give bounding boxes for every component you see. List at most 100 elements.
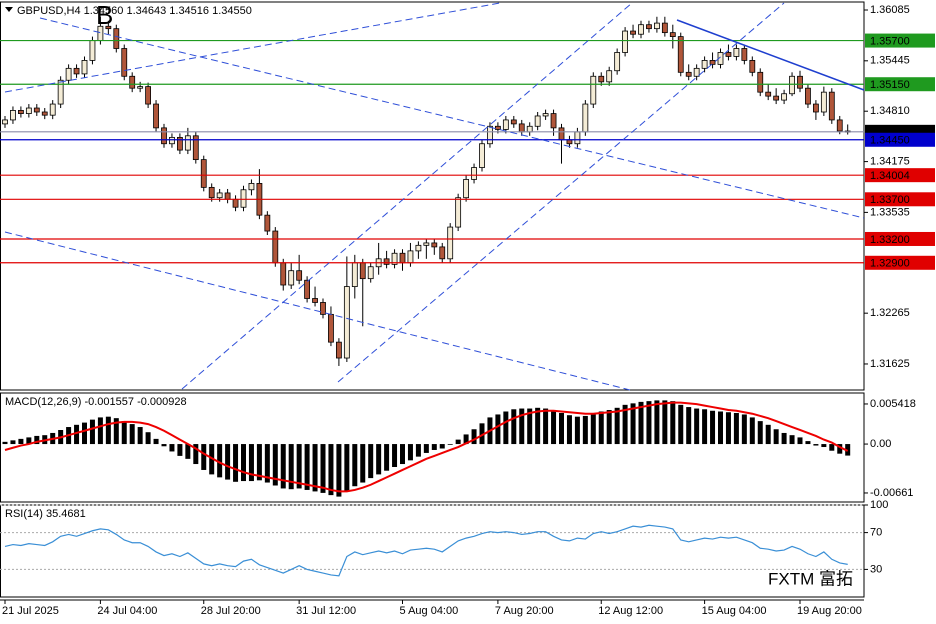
candle-body [494, 125, 501, 130]
macd-bar [535, 407, 541, 445]
candle-body [280, 262, 287, 286]
macd-bar [352, 444, 358, 487]
x-tick-label: 12 Aug 12:00 [598, 605, 663, 617]
macd-bar [439, 444, 445, 449]
macd-bar [415, 444, 421, 457]
y-tick-label: 1.34810 [870, 105, 910, 117]
rsi-line [4, 524, 848, 577]
macd-bar [702, 409, 708, 445]
y-tick-label: 30 [870, 563, 882, 575]
macd-bar [694, 408, 700, 445]
level-label-box [865, 255, 935, 270]
candle-body [224, 192, 231, 200]
candle-body [33, 107, 40, 113]
level-label-box [865, 168, 935, 183]
channel-line [337, 2, 785, 383]
candle-body [383, 258, 390, 265]
candle-body [733, 48, 740, 57]
candle-body [312, 298, 318, 303]
macd-bar [248, 444, 254, 482]
macd-bar [821, 444, 827, 448]
candle-body [57, 79, 64, 105]
macd-bar [400, 444, 405, 465]
macd-bar [718, 411, 723, 445]
candle-body [582, 103, 589, 133]
macd-bar [511, 409, 517, 445]
macd-bar [757, 421, 763, 445]
macd-bar [360, 444, 366, 483]
candle-body [343, 286, 350, 359]
candle-body [248, 183, 255, 191]
macd-bar [105, 416, 111, 445]
panel-title: MACD(12,26,9) -0.001557 -0.000928 [5, 396, 187, 408]
macd-bar [137, 427, 143, 445]
macd-bar [606, 410, 612, 445]
macd-bar [797, 437, 803, 445]
macd-bar [527, 408, 533, 445]
macd-bar [749, 417, 755, 445]
candle-body [272, 230, 279, 264]
candle-body [797, 75, 803, 89]
macd-bar [233, 444, 239, 482]
candle-body [89, 40, 96, 61]
candle-body [153, 103, 159, 129]
candle-body [510, 119, 517, 125]
macd-bar [614, 407, 620, 445]
macd-bar [272, 444, 278, 486]
candle-body [646, 24, 652, 30]
candle-body [471, 167, 477, 180]
candle-body [431, 242, 438, 248]
candle-body [169, 136, 175, 145]
macd-bar [503, 411, 509, 445]
level-label-box [865, 132, 935, 147]
macd-bar [463, 434, 469, 445]
level-label-box [865, 33, 935, 48]
candle-body [638, 24, 644, 35]
y-tick-label: 1.35445 [870, 55, 910, 67]
macd-bar [590, 413, 596, 445]
candle-body [574, 131, 581, 145]
candle-body [192, 135, 199, 161]
candle-body [773, 95, 780, 101]
drawing-objects [4, 2, 865, 391]
macd-bar [479, 423, 485, 445]
macd-bar [670, 401, 676, 445]
macd-bar [145, 432, 151, 445]
candle-body [351, 262, 358, 287]
macd-bar [829, 444, 835, 451]
macd-bar [201, 444, 207, 470]
macd-bar [630, 403, 636, 445]
macd-bar [312, 444, 318, 492]
candle-body [598, 75, 605, 83]
candle-body [534, 115, 541, 127]
candle-body [789, 75, 795, 95]
macd-bar [82, 422, 87, 445]
macd-bar [622, 404, 628, 445]
candle-body [487, 125, 493, 145]
candle-body [542, 113, 549, 117]
macd-bar [598, 411, 604, 445]
candle-body [661, 22, 668, 34]
candle-body [129, 75, 136, 89]
macd-bar [582, 415, 588, 445]
macd-bar [519, 408, 525, 445]
macd-bar [264, 444, 270, 483]
candle-body [359, 262, 366, 280]
candle-body [717, 52, 724, 65]
macd-bar [551, 410, 557, 445]
macd-bar [161, 444, 167, 447]
macd-bar [336, 444, 342, 497]
macd-bar [280, 444, 286, 489]
panel-title: RSI(14) 35.4681 [5, 508, 86, 520]
candle-body [161, 127, 167, 145]
candle-body [137, 86, 144, 89]
candle-body [709, 60, 716, 65]
candle-body [757, 71, 764, 93]
macd-bar [2, 441, 8, 445]
macd-bar [455, 439, 461, 445]
candle-body [439, 246, 446, 260]
y-tick-label: -0.00661 [870, 487, 913, 499]
trend-line [39, 17, 865, 219]
x-tick-label: 19 Aug 20:00 [797, 605, 862, 617]
